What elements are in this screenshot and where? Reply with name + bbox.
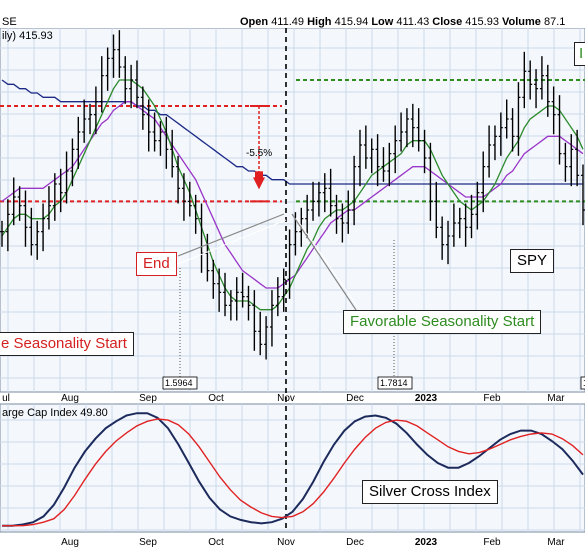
symbol-fragment: SE: [2, 16, 17, 28]
value-tag: 1: [580, 376, 585, 390]
down-arrow-icon: [253, 177, 265, 190]
low-label: Low: [371, 16, 394, 28]
arrow-shaft: [255, 171, 263, 179]
index-signal-line: [2, 418, 584, 527]
x-tick-label: Oct: [208, 393, 224, 404]
price-legend: ily) 415.93: [2, 30, 53, 42]
x-tick-label: Dec: [346, 393, 364, 404]
x-tick-label: Feb: [483, 537, 501, 548]
x-tick-label: Aug: [61, 393, 79, 404]
index-legend: arge Cap Index 49.80: [2, 407, 108, 419]
x-tick-label: Dec: [346, 537, 364, 548]
high-value: 415.94: [334, 16, 369, 28]
ohlc-bars: [0, 30, 585, 360]
open-value: 411.49: [271, 16, 305, 28]
value-tag: 1.5964: [162, 376, 198, 390]
favorable-callout-line: [291, 213, 357, 311]
close-value: 415.93: [465, 16, 499, 28]
top-strip: [0, 0, 585, 15]
x-tick-label: Nov: [277, 537, 295, 548]
x-tick-label: Aug: [61, 537, 79, 548]
quote-bar: Open 411.49 High 415.94 Low 411.43 Close…: [240, 15, 565, 29]
seasonality-start-label: e Seasonality Start: [0, 332, 134, 356]
low-value: 411.43: [396, 16, 430, 28]
x-tick-label: 2023: [415, 537, 438, 548]
flag-label: I: [574, 42, 585, 66]
volume-label: Volume: [502, 16, 541, 28]
open-label: Open: [240, 16, 269, 28]
x-tick-label: Oct: [208, 537, 224, 548]
value-tag-text: 1: [583, 378, 585, 388]
x-tick-label: Mar: [547, 393, 565, 404]
silver-cross-label: Silver Cross Index: [362, 480, 498, 504]
value-tag-text: 1.5964: [165, 378, 193, 388]
favorable-callout-line-shadow: [295, 217, 361, 311]
end-label: End: [136, 252, 177, 276]
x-tick-label: ul: [2, 393, 10, 404]
value-tag-box: [580, 376, 585, 390]
end-callout-line-shadow: [177, 219, 287, 265]
favorable-seasonality-label: Favorable Seasonality Start: [343, 310, 542, 334]
end-callout-line: [177, 213, 285, 257]
volume-value: 87.1: [544, 16, 566, 28]
percent-change-label: -5.5%: [246, 148, 272, 159]
value-tag-box: [377, 376, 413, 390]
sma-short-line: [1, 79, 584, 311]
x-tick-label: Feb: [483, 393, 501, 404]
sma-long-line: [1, 79, 583, 185]
x-tick-label: 2023: [415, 393, 438, 404]
value-tag-text: 1.7814: [380, 378, 408, 388]
quote-strip: [0, 15, 585, 28]
x-tick-label: Mar: [547, 537, 565, 548]
close-label: Close: [432, 16, 463, 28]
value-tag-box: [162, 376, 198, 390]
high-label: High: [307, 16, 332, 28]
x-tick-label: Sep: [139, 537, 157, 548]
sma-mid-line: [1, 101, 584, 289]
x-tick-label: Sep: [139, 393, 157, 404]
symbol-label: SPY: [510, 249, 555, 273]
value-tag: 1.7814: [377, 376, 413, 390]
